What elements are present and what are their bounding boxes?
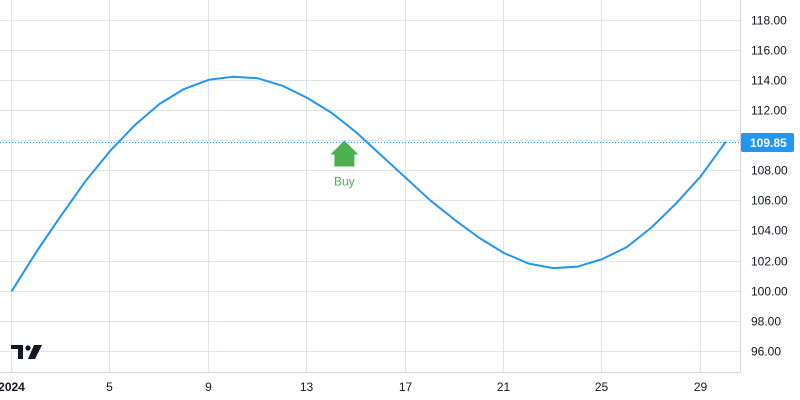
x-tick-label: 9 bbox=[205, 380, 212, 394]
series bbox=[11, 75, 727, 292]
y-tick-label: 118.00 bbox=[751, 14, 787, 28]
x-axis-ticks: 2024 5 9 13 17 21 25 29 bbox=[0, 380, 707, 394]
last-price-badge bbox=[741, 133, 794, 152]
y-tick-label: 116.00 bbox=[751, 44, 787, 58]
y-tick-label: 106.00 bbox=[751, 194, 788, 208]
x-tick-label: 2024 bbox=[0, 380, 25, 394]
y-tick-label: 108.00 bbox=[751, 164, 788, 178]
x-tick-label: 5 bbox=[106, 380, 113, 394]
x-tick-label: 13 bbox=[300, 380, 314, 394]
y-axis-ticks: 96.00 98.00 100.00 102.00 104.00 106.00 108.00… bbox=[751, 14, 788, 359]
x-tick-label: 17 bbox=[399, 380, 413, 394]
y-tick-label: 98.00 bbox=[751, 315, 781, 329]
grid bbox=[0, 0, 740, 372]
y-tick-label: 96.00 bbox=[751, 345, 781, 359]
buy-marker-label: Buy bbox=[334, 175, 355, 189]
tradingview-logo-icon[interactable] bbox=[11, 345, 42, 359]
series-line bbox=[11, 75, 727, 292]
signal-markers: Buy bbox=[330, 140, 359, 189]
y-tick-label: 102.00 bbox=[751, 255, 788, 269]
y-tick-label: 100.00 bbox=[751, 285, 788, 299]
x-tick-label: 21 bbox=[497, 380, 511, 394]
last-price-value: 109.85 bbox=[750, 136, 787, 150]
y-tick-label: 104.00 bbox=[751, 224, 788, 238]
x-tick-label: 25 bbox=[595, 380, 609, 394]
y-tick-label: 114.00 bbox=[751, 74, 787, 88]
axis-frame bbox=[0, 0, 741, 373]
buy-arrow-icon[interactable] bbox=[330, 140, 359, 167]
x-tick-label: 29 bbox=[694, 380, 708, 394]
last-price-label: 109.85 bbox=[741, 133, 794, 152]
y-tick-label: 112.00 bbox=[751, 104, 787, 118]
plot-background bbox=[0, 0, 740, 372]
